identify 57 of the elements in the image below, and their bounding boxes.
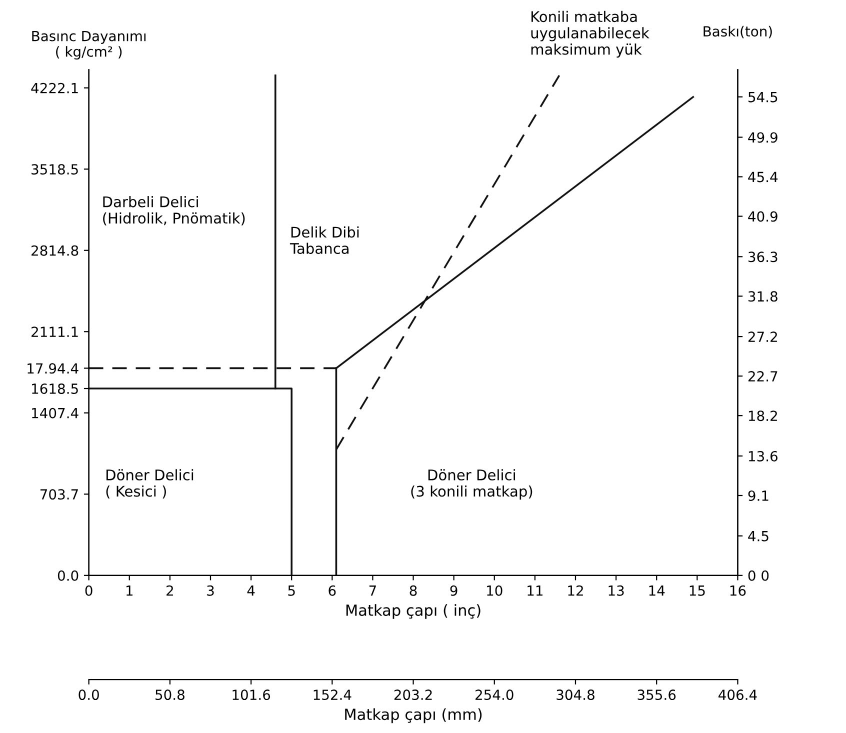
- x2-tick-label: 254.0: [476, 690, 514, 700]
- y-tick-label: 703.7: [40, 489, 78, 500]
- y-tick-label: 4222.1: [31, 82, 78, 94]
- x-tick-label: 5: [288, 586, 295, 596]
- x-tick-label: 16: [730, 585, 746, 596]
- annotation: Delik Dibi Tabanca: [290, 226, 359, 254]
- y2-tick-label: 22.7: [748, 371, 778, 382]
- y2-tick-label: 9.1: [748, 490, 768, 501]
- x-axis-title: Matkap çapı ( inç): [346, 604, 480, 619]
- y2-tick-label: 18.2: [748, 410, 777, 422]
- y2-tick-label: 36.3: [748, 252, 778, 262]
- x2-tick-label: 101.6: [232, 690, 270, 700]
- x-tick-label: 1: [126, 586, 133, 596]
- y2-tick-label: 49.9: [748, 132, 778, 143]
- y-tick-label: 2111.1: [32, 326, 78, 337]
- y2-tick-label: 0 0: [748, 570, 769, 581]
- x-tick-label: 10: [487, 585, 502, 596]
- y2-tick-label: 4.5: [748, 531, 768, 542]
- y-tick-label: 3518.5: [32, 164, 78, 175]
- y2-axis-title: Baskı(ton): [704, 26, 772, 38]
- y2-tick-label: 31.8: [748, 291, 778, 302]
- text: Konili matkaba uygulanabilecek maksimum yük: [531, 10, 650, 58]
- x-tick-label: 0: [85, 585, 92, 596]
- y2-tick-label: 13.6: [748, 450, 778, 462]
- x2-tick-label: 152.4: [314, 690, 352, 700]
- x-tick-label: 12: [568, 585, 583, 596]
- y2-tick-label: 40.9: [748, 211, 778, 222]
- y-tick-label: 0.0: [58, 570, 78, 581]
- x-tick-label: 6: [328, 585, 336, 596]
- x2-tick-label: 355.6: [638, 690, 676, 700]
- x-tick-label: 14: [649, 586, 665, 596]
- x2-tick-label: 406.4: [718, 690, 757, 700]
- x2-tick-label: 203.2: [394, 690, 432, 700]
- y-tick-label: 1618.5: [32, 383, 78, 394]
- x-tick-label: 4: [247, 586, 255, 596]
- y-tick-label: 17.94.4: [28, 363, 78, 374]
- y2-tick-label: 45.4: [748, 172, 778, 182]
- y-axis-title: Basınc Dayanımı ( kg/cm² ): [32, 30, 146, 60]
- x-tick-label: 13: [608, 585, 624, 596]
- x-tick-label: 8: [410, 585, 417, 596]
- x2-tick-label: 50.8: [156, 690, 184, 700]
- x-tick-label: 2: [166, 585, 173, 596]
- y-tick-label: 2814.8: [32, 245, 78, 256]
- annotation: Döner Delici ( Kesici ): [106, 469, 194, 498]
- x-tick-label: 11: [528, 586, 542, 596]
- annotation: Döner Delici (3 konili matkap): [411, 469, 532, 500]
- x-tick-label: 9: [450, 585, 458, 596]
- x-tick-label: 3: [207, 585, 214, 596]
- y-tick-label: 1407.4: [32, 408, 78, 418]
- x2-tick-label: 0.0: [78, 690, 99, 700]
- x-tick-label: 7: [369, 586, 376, 596]
- y2-tick-label: 27.2: [748, 332, 777, 342]
- x-tick-label: 15: [690, 586, 705, 596]
- x2-axis-title: Matkap çapı (mm): [345, 708, 482, 724]
- y2-tick-label: 54.5: [748, 92, 778, 102]
- x2-tick-label: 304.8: [556, 690, 594, 700]
- annotation: Darbeli Delici (Hidrolik, Pnömatik): [103, 196, 245, 226]
